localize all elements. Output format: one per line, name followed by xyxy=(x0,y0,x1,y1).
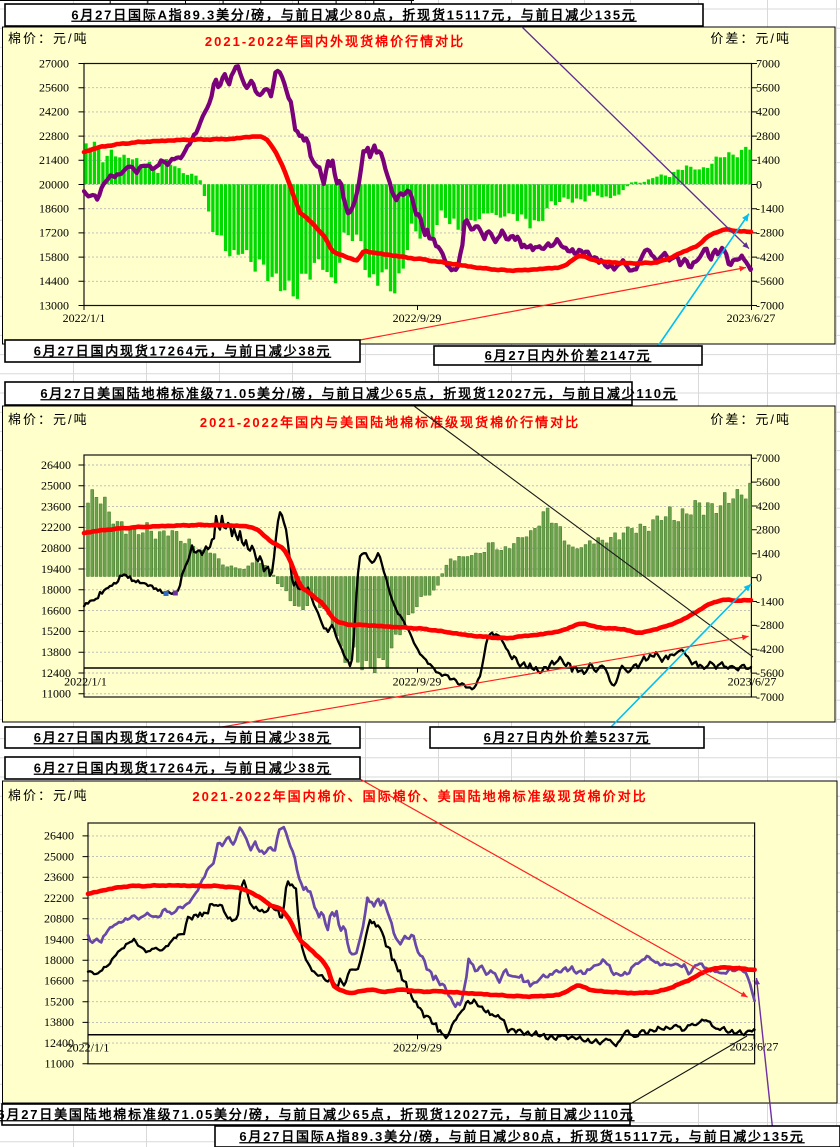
svg-text:16600: 16600 xyxy=(41,603,71,617)
svg-text:17200: 17200 xyxy=(39,226,69,240)
svg-text:棉价：元/吨: 棉价：元/吨 xyxy=(8,412,89,427)
svg-text:14400: 14400 xyxy=(39,274,69,288)
svg-text:15800: 15800 xyxy=(39,250,69,264)
svg-text:26400: 26400 xyxy=(41,458,71,472)
svg-text:-5600: -5600 xyxy=(756,666,784,680)
svg-text:1400: 1400 xyxy=(756,153,780,167)
svg-text:7000: 7000 xyxy=(756,451,780,465)
svg-text:26400: 26400 xyxy=(44,829,74,843)
svg-text:2021-2022年国内与美国陆地棉标准级现货棉价行情对比: 2021-2022年国内与美国陆地棉标准级现货棉价行情对比 xyxy=(200,415,580,430)
svg-text:2021-2022年国内棉价、国际棉价、美国陆地棉标准级现货: 2021-2022年国内棉价、国际棉价、美国陆地棉标准级现货棉价对比 xyxy=(192,789,647,804)
svg-text:6月27日美国陆地棉标准级71.05美分/磅，与前日减少65: 6月27日美国陆地棉标准级71.05美分/磅，与前日减少65点，折现货12027… xyxy=(0,1107,635,1122)
svg-text:2023/6/27: 2023/6/27 xyxy=(730,1040,779,1054)
svg-text:2800: 2800 xyxy=(756,523,780,537)
svg-text:7000: 7000 xyxy=(756,56,780,70)
svg-text:0: 0 xyxy=(756,177,762,191)
svg-text:-2800: -2800 xyxy=(756,226,784,240)
svg-text:0: 0 xyxy=(756,570,762,584)
svg-text:11000: 11000 xyxy=(44,1057,74,1071)
svg-text:6月27日国内现货17264元，与前日减少38元: 6月27日国内现货17264元，与前日减少38元 xyxy=(34,761,332,776)
svg-text:25000: 25000 xyxy=(44,849,74,863)
svg-text:-7000: -7000 xyxy=(756,690,784,704)
svg-text:-7000: -7000 xyxy=(756,298,784,312)
svg-text:18600: 18600 xyxy=(39,202,69,216)
svg-text:2022/1/1: 2022/1/1 xyxy=(63,311,106,325)
svg-text:4200: 4200 xyxy=(756,105,780,119)
svg-text:4200: 4200 xyxy=(756,499,780,513)
svg-text:2022/9/29: 2022/9/29 xyxy=(393,311,442,325)
svg-text:6月27日国际A指89.3美分/磅，与前日减少80点，折现货: 6月27日国际A指89.3美分/磅，与前日减少80点，折现货15117元，与前日… xyxy=(239,1129,804,1144)
svg-text:-4200: -4200 xyxy=(756,642,784,656)
svg-text:23600: 23600 xyxy=(44,870,74,884)
svg-text:-5600: -5600 xyxy=(756,274,784,288)
svg-text:22800: 22800 xyxy=(39,129,69,143)
svg-text:12400: 12400 xyxy=(44,1036,74,1050)
svg-text:23600: 23600 xyxy=(41,499,71,513)
svg-text:2022/9/29: 2022/9/29 xyxy=(393,1041,442,1055)
svg-text:6月27日国内现货17264元，与前日减少38元: 6月27日国内现货17264元，与前日减少38元 xyxy=(34,730,332,745)
svg-text:棉价：元/吨: 棉价：元/吨 xyxy=(8,31,89,46)
svg-text:价差：元/吨: 价差：元/吨 xyxy=(710,412,791,427)
svg-text:27000: 27000 xyxy=(39,56,69,70)
svg-text:5600: 5600 xyxy=(756,475,780,489)
svg-text:6月27日内外价差2147元: 6月27日内外价差2147元 xyxy=(485,348,652,363)
svg-text:-1400: -1400 xyxy=(756,202,784,216)
svg-text:2021-2022年国内外现货棉价行情对比: 2021-2022年国内外现货棉价行情对比 xyxy=(205,34,465,49)
svg-text:11000: 11000 xyxy=(41,687,71,701)
svg-text:25000: 25000 xyxy=(41,479,71,493)
svg-text:18000: 18000 xyxy=(41,583,71,597)
svg-text:-1400: -1400 xyxy=(756,594,784,608)
svg-text:2800: 2800 xyxy=(756,129,780,143)
svg-text:棉价：元/吨: 棉价：元/吨 xyxy=(8,788,89,803)
svg-text:19400: 19400 xyxy=(41,562,71,576)
svg-text:24200: 24200 xyxy=(39,105,69,119)
svg-text:6月27日美国陆地棉标准级71.05美分/磅，与前日减少65: 6月27日美国陆地棉标准级71.05美分/磅，与前日减少65点，折现货12027… xyxy=(40,386,677,401)
svg-text:15200: 15200 xyxy=(44,995,74,1009)
svg-text:18000: 18000 xyxy=(44,953,74,967)
svg-text:20000: 20000 xyxy=(39,177,69,191)
svg-text:价差：元/吨: 价差：元/吨 xyxy=(710,31,791,46)
svg-text:25600: 25600 xyxy=(39,81,69,95)
svg-text:12400: 12400 xyxy=(41,666,71,680)
svg-text:6月27日内外价差5237元: 6月27日内外价差5237元 xyxy=(484,730,651,745)
svg-text:13000: 13000 xyxy=(39,298,69,312)
svg-text:2023/6/27: 2023/6/27 xyxy=(728,675,777,689)
svg-text:2023/6/27: 2023/6/27 xyxy=(727,311,776,325)
svg-text:6月27日国际A指89.3美分/磅，与前日减少80点，折现货: 6月27日国际A指89.3美分/磅，与前日减少80点，折现货15117元，与前日… xyxy=(71,8,636,23)
svg-text:13800: 13800 xyxy=(44,1015,74,1029)
svg-text:2022/1/1: 2022/1/1 xyxy=(64,675,107,689)
svg-text:6月27日国内现货17264元，与前日减少38元: 6月27日国内现货17264元，与前日减少38元 xyxy=(34,344,332,359)
svg-text:22200: 22200 xyxy=(44,891,74,905)
svg-text:22200: 22200 xyxy=(41,520,71,534)
svg-text:-2800: -2800 xyxy=(756,618,784,632)
svg-text:20800: 20800 xyxy=(41,541,71,555)
svg-text:20800: 20800 xyxy=(44,912,74,926)
svg-text:13800: 13800 xyxy=(41,645,71,659)
svg-text:15200: 15200 xyxy=(41,624,71,638)
svg-text:2022/9/29: 2022/9/29 xyxy=(393,675,442,689)
svg-text:5600: 5600 xyxy=(756,81,780,95)
svg-text:1400: 1400 xyxy=(756,547,780,561)
svg-text:-4200: -4200 xyxy=(756,250,784,264)
svg-text:21400: 21400 xyxy=(39,153,69,167)
svg-text:2022/1/1: 2022/1/1 xyxy=(67,1041,110,1055)
svg-text:16600: 16600 xyxy=(44,974,74,988)
svg-text:19400: 19400 xyxy=(44,932,74,946)
